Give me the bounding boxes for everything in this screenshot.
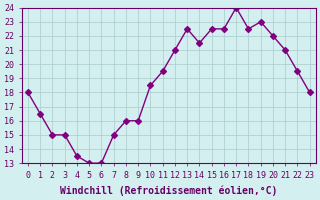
X-axis label: Windchill (Refroidissement éolien,°C): Windchill (Refroidissement éolien,°C) bbox=[60, 185, 277, 196]
